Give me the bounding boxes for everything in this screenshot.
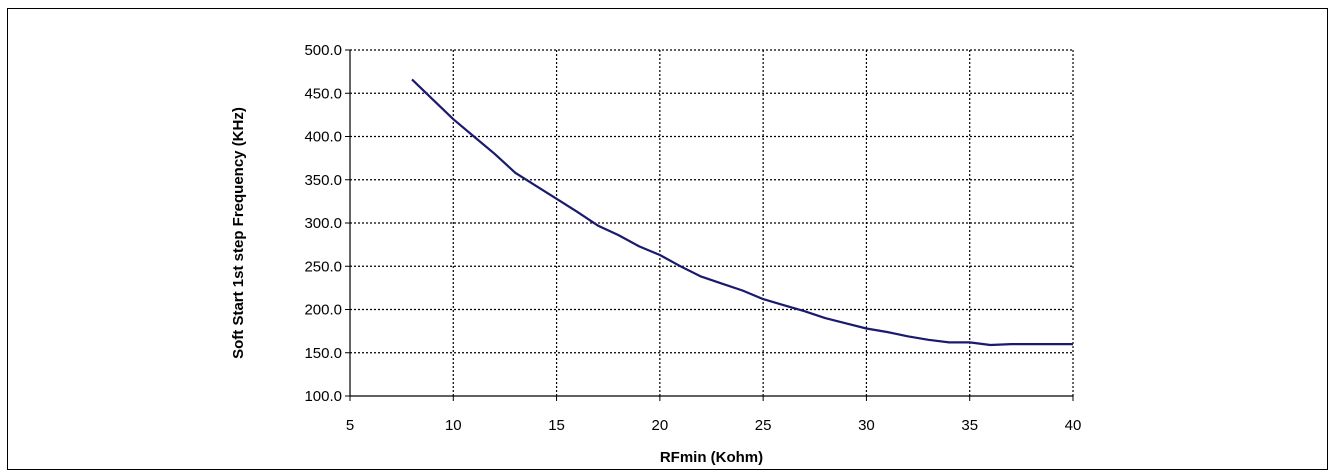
x-tick-label: 20: [652, 417, 669, 434]
x-tick-labels: 5 10 15 20 25 30 35 40: [346, 417, 1082, 434]
x-tick-label: 15: [548, 417, 565, 434]
x-tick-label: 5: [346, 417, 354, 434]
y-tick-label: 100.0: [304, 388, 342, 405]
x-tick-label: 10: [445, 417, 462, 434]
x-axis-title: RFmin (Kohm): [660, 449, 763, 466]
x-tick-label: 30: [858, 417, 875, 434]
y-axis-title: Soft Start 1st step Frequency (KHz): [230, 107, 247, 359]
y-tick-label: 200.0: [304, 302, 342, 319]
y-tick-label: 250.0: [304, 258, 342, 275]
y-tick-label: 350.0: [304, 172, 342, 189]
y-tick-label: 450.0: [304, 85, 342, 102]
x-tick-label: 35: [961, 417, 978, 434]
y-tick-label: 150.0: [304, 345, 342, 362]
series-line: [411, 78, 1073, 347]
x-tick-label: 25: [755, 417, 772, 434]
axes: [345, 49, 1074, 401]
x-tick-label: 40: [1065, 417, 1082, 434]
y-tick-labels: 100.0 150.0 200.0 250.0 300.0 350.0 400.0 450.0…: [304, 42, 342, 405]
chart-frame: [7, 8, 1328, 470]
grid: [350, 49, 1074, 396]
y-tick-label: 400.0: [304, 129, 342, 146]
y-tick-label: 500.0: [304, 42, 342, 59]
y-tick-label: 300.0: [304, 215, 342, 232]
